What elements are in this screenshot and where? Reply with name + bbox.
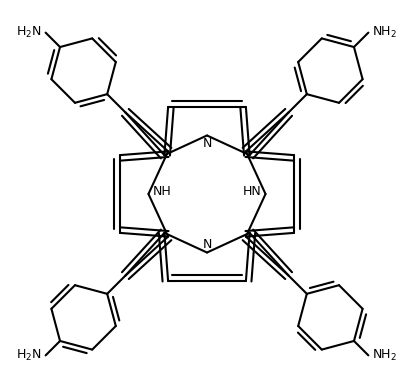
Text: HN: HN <box>242 185 261 197</box>
Text: N: N <box>202 137 211 150</box>
Text: H$_2$N: H$_2$N <box>17 348 42 363</box>
Text: NH: NH <box>152 185 171 197</box>
Text: H$_2$N: H$_2$N <box>17 25 42 40</box>
Text: NH$_2$: NH$_2$ <box>371 25 396 40</box>
Text: NH$_2$: NH$_2$ <box>371 348 396 363</box>
Text: N: N <box>202 238 211 251</box>
